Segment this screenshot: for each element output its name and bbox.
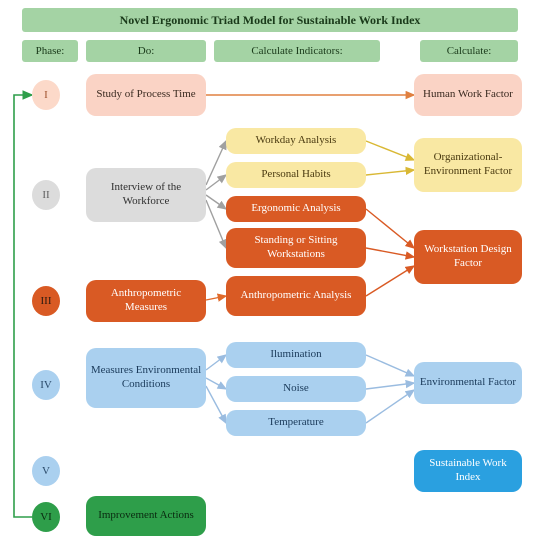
do-node-do4: Measures Environmental Conditions xyxy=(86,348,206,408)
calculate-node-c_env: Environmental Factor xyxy=(414,362,522,404)
calculate-node-c_oev: Organizational-Environment Factor xyxy=(414,138,522,192)
indicator-node-ind_ss: Standing or Sitting Workstations xyxy=(226,228,366,268)
phase-marker-VI: VI xyxy=(32,502,60,532)
indicator-node-ind_noi: Noise xyxy=(226,376,366,402)
phase-marker-IV: IV xyxy=(32,370,60,400)
phase-marker-II: II xyxy=(32,180,60,210)
column-header-2: Calculate Indicators: xyxy=(214,40,380,62)
phase-marker-I: I xyxy=(32,80,60,110)
indicator-node-ind_ill: Ilumination xyxy=(226,342,366,368)
do-node-do6: Improvement Actions xyxy=(86,496,206,536)
phase-marker-V: V xyxy=(32,456,60,486)
indicator-node-ind_wda: Workday Analysis xyxy=(226,128,366,154)
column-header-1: Do: xyxy=(86,40,206,62)
column-header-3: Calculate: xyxy=(420,40,518,62)
diagram-title: Novel Ergonomic Triad Model for Sustaina… xyxy=(22,8,518,32)
do-node-do3: Anthropometric Measures xyxy=(86,280,206,322)
phase-marker-III: III xyxy=(32,286,60,316)
indicator-node-ind_erg: Ergonomic Analysis xyxy=(226,196,366,222)
do-node-do2: Interview of the Workforce xyxy=(86,168,206,222)
indicator-node-ind_ant: Anthropometric Analysis xyxy=(226,276,366,316)
calculate-node-c_swi: Sustainable Work Index xyxy=(414,450,522,492)
column-header-0: Phase: xyxy=(22,40,78,62)
calculate-node-c_hwf: Human Work Factor xyxy=(414,74,522,116)
indicator-node-ind_tmp: Temperature xyxy=(226,410,366,436)
do-node-do1: Study of Process Time xyxy=(86,74,206,116)
calculate-node-c_wdf: Workstation Design Factor xyxy=(414,230,522,284)
indicator-node-ind_ph: Personal Habits xyxy=(226,162,366,188)
